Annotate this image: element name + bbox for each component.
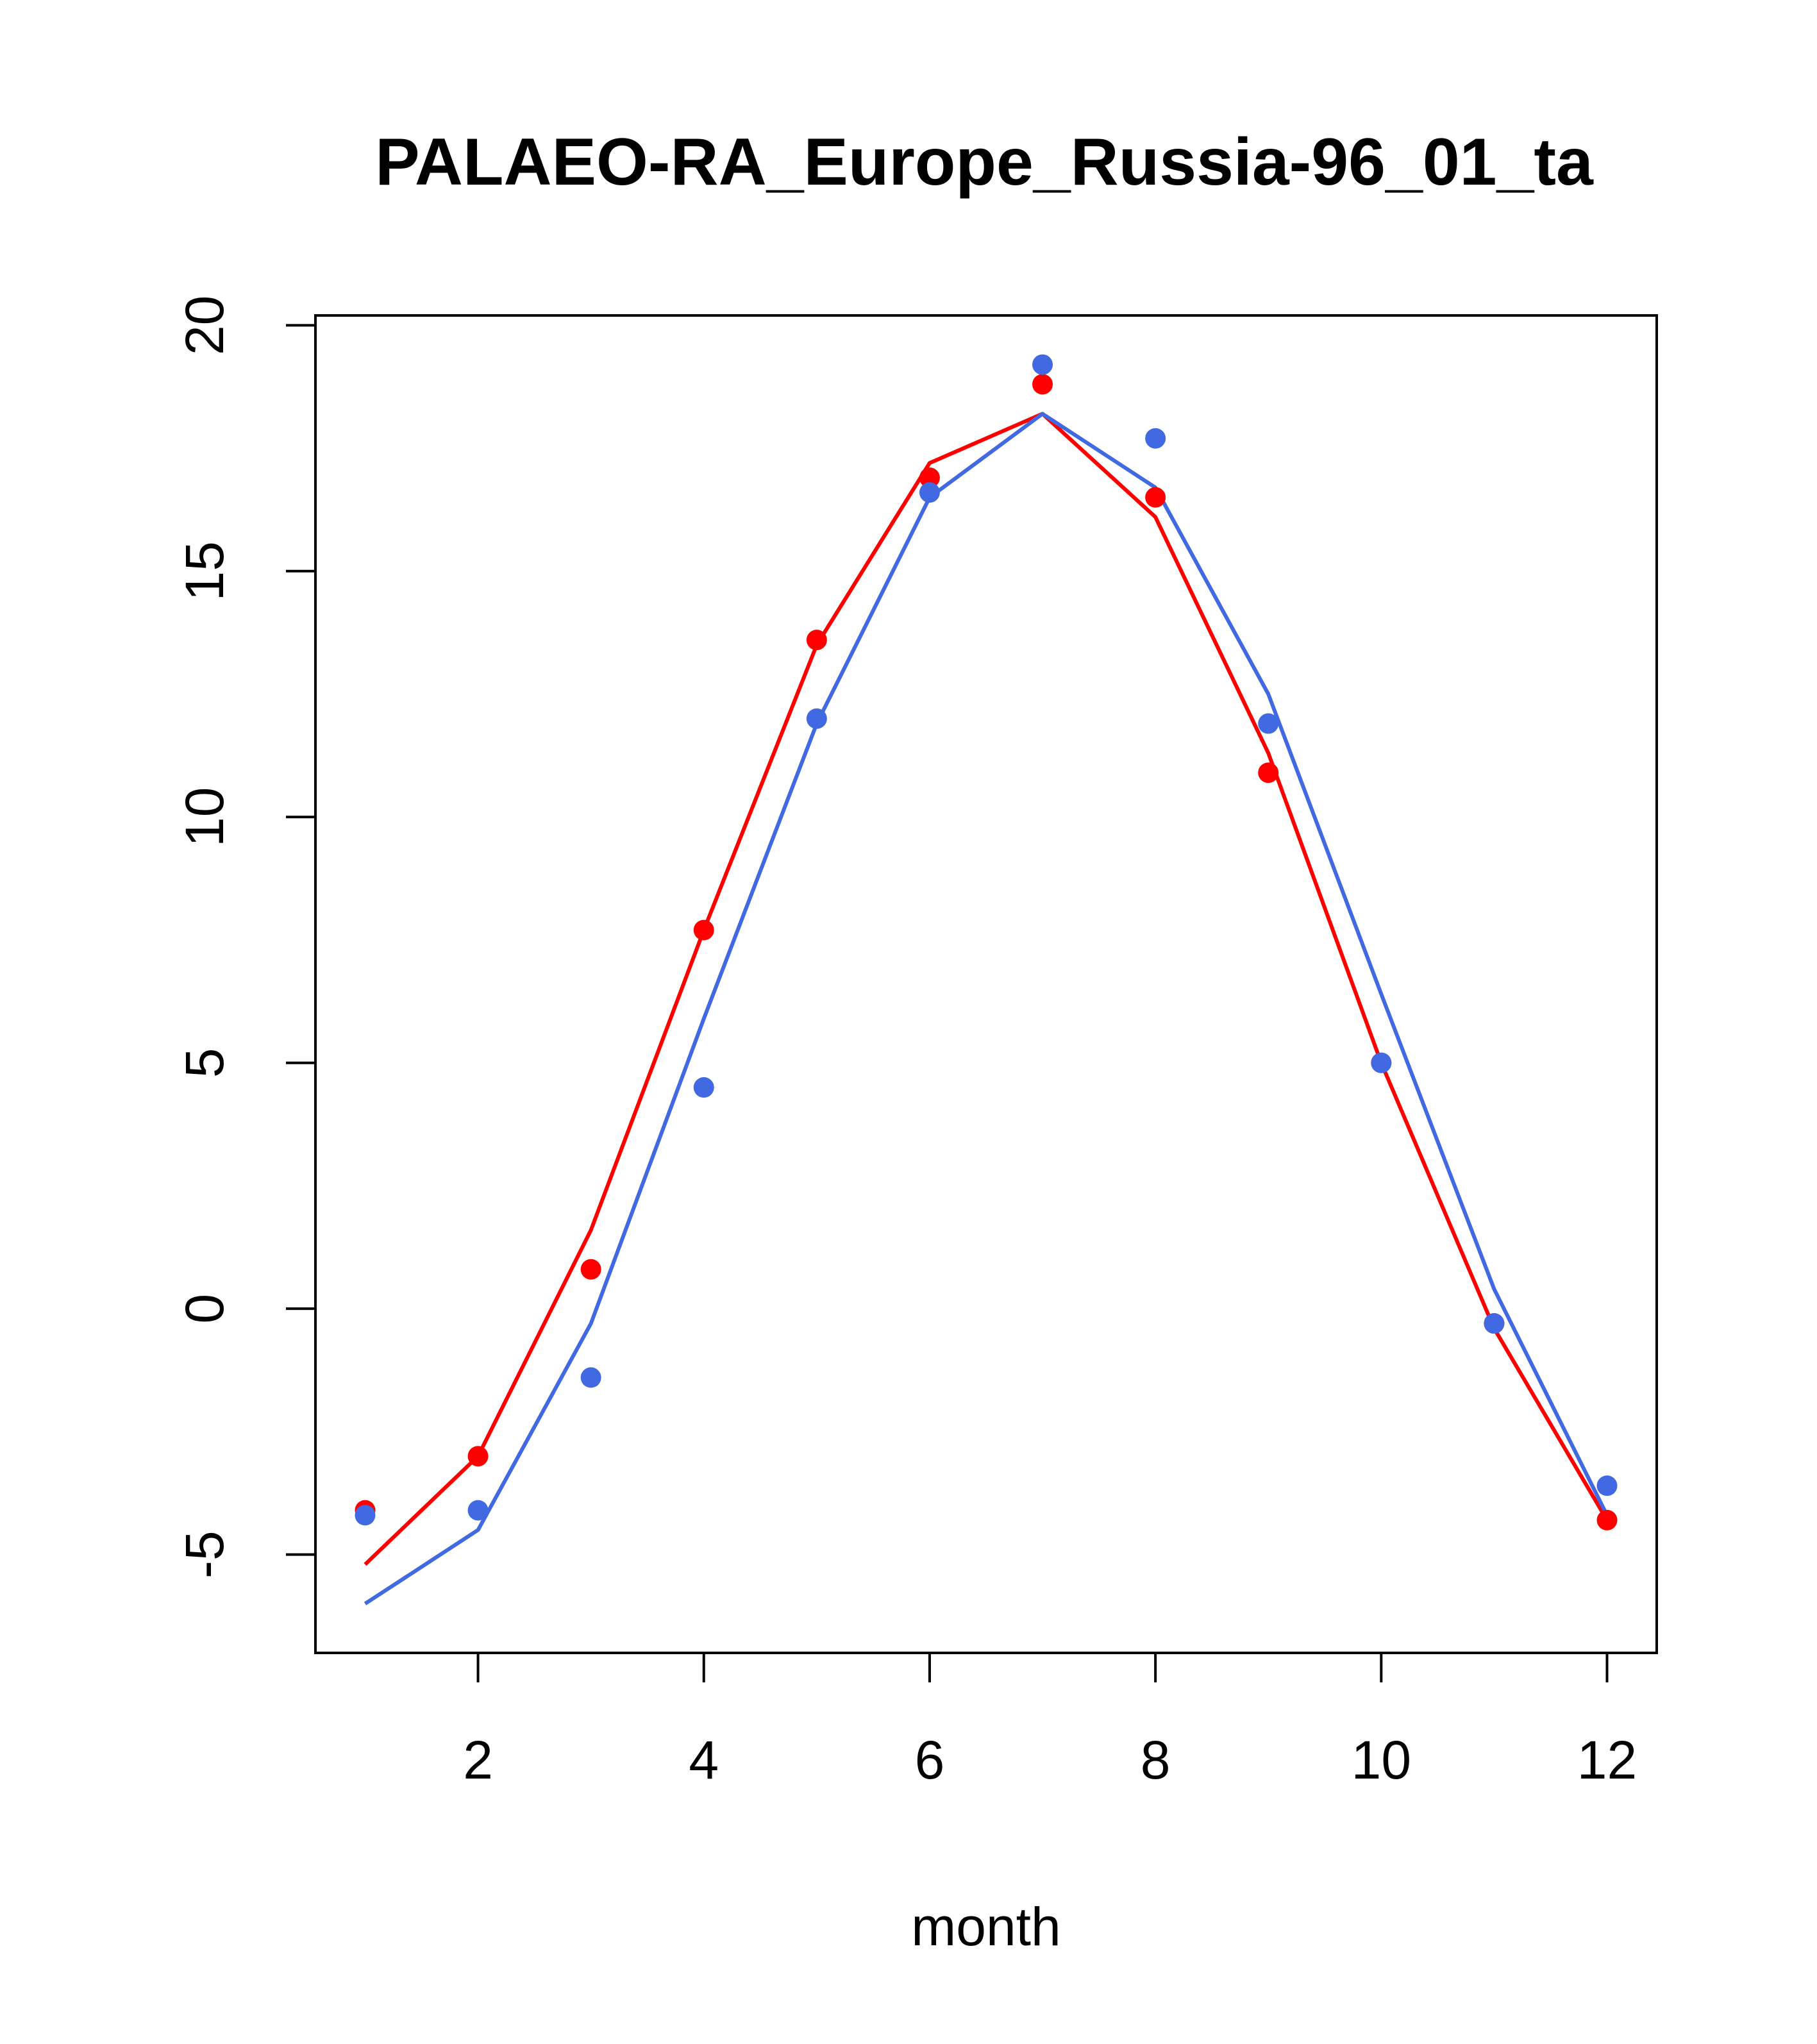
- series-2-point: [806, 708, 827, 729]
- x-tick-label: 12: [1577, 1730, 1637, 1790]
- series-2-point: [1032, 354, 1053, 375]
- chart-title: PALAEO-RA_Europe_Russia-96_01_ta: [375, 125, 1594, 199]
- series-2-point: [355, 1505, 376, 1526]
- series-1-point: [919, 467, 940, 489]
- x-axis-label: month: [911, 1897, 1060, 1957]
- series-1-point: [467, 1446, 489, 1467]
- series-1-line: [364, 412, 1609, 1566]
- x-tick-label: 2: [463, 1730, 493, 1790]
- series-2-point: [919, 482, 940, 503]
- series-1-point: [693, 919, 714, 941]
- x-tick-label: 8: [1141, 1730, 1171, 1790]
- series-1-point: [1258, 762, 1279, 783]
- series-2-point: [693, 1077, 714, 1098]
- series-1-point: [580, 1259, 601, 1280]
- series-2-point: [1484, 1313, 1505, 1334]
- x-tick-label: 4: [689, 1730, 719, 1790]
- series-layer: [355, 354, 1618, 1605]
- y-tick-label: 0: [174, 1294, 235, 1324]
- y-axis: -5 0 5 10 15 20: [174, 296, 317, 1579]
- series-2-point: [1371, 1052, 1392, 1073]
- series-2-point: [467, 1500, 489, 1521]
- series-2-point: [1258, 713, 1279, 734]
- series-2-point: [1145, 428, 1166, 449]
- series-1-point: [1145, 487, 1166, 508]
- x-tick-label: 6: [915, 1730, 945, 1790]
- y-tick-label: -5: [174, 1530, 235, 1579]
- x-tick-label: 10: [1352, 1730, 1411, 1790]
- plot-frame: [314, 314, 1658, 1654]
- y-tick-label: 20: [174, 296, 235, 355]
- series-2-line: [364, 412, 1609, 1605]
- series-1-point: [1596, 1509, 1618, 1530]
- y-tick-label: 5: [174, 1048, 235, 1078]
- series-2-point: [1596, 1475, 1618, 1496]
- series-1-point: [806, 630, 827, 651]
- y-tick-label: 15: [174, 541, 235, 601]
- x-axis: 2 4 6 8 10 12: [463, 1652, 1637, 1790]
- y-tick-label: 10: [174, 787, 235, 847]
- series-1-point: [1032, 374, 1053, 395]
- series-2-point: [580, 1367, 601, 1388]
